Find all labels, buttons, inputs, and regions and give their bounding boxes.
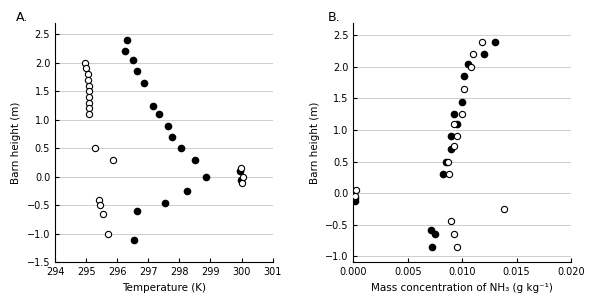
Text: A.: A. bbox=[16, 11, 28, 24]
X-axis label: Mass concentration of NH₃ (g kg⁻¹): Mass concentration of NH₃ (g kg⁻¹) bbox=[371, 283, 553, 293]
Text: B.: B. bbox=[327, 11, 340, 24]
Y-axis label: Barn height (m): Barn height (m) bbox=[11, 102, 21, 184]
X-axis label: Temperature (K): Temperature (K) bbox=[122, 283, 206, 293]
Y-axis label: Barn height (m): Barn height (m) bbox=[309, 102, 319, 184]
